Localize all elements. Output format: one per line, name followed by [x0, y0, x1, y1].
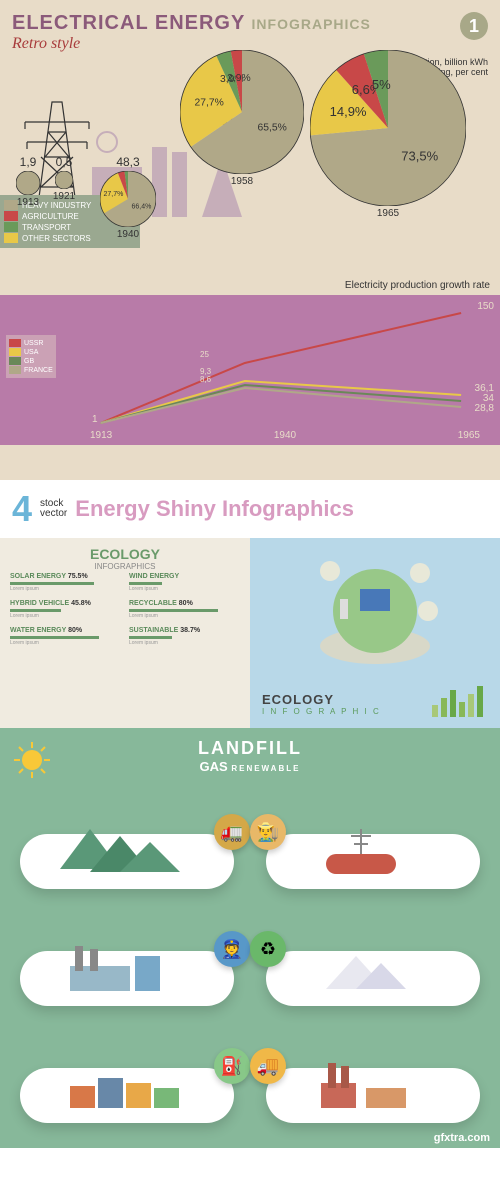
landfill-scene: ♻ [256, 901, 490, 1006]
landfill-scene: 🚛 [10, 784, 244, 889]
svg-text:5%: 5% [372, 77, 391, 92]
landfill-title: LANDFILL GAS RENEWABLE [10, 738, 490, 774]
retro-energy-panel: ELECTRICAL ENERGY INFOGRAPHICS Retro sty… [0, 0, 500, 480]
landfill-scene: 👨‍🌾 [256, 784, 490, 889]
scene-badge-icon: 👮 [214, 931, 250, 967]
eco-cell: HYBRID VEHICLE 45.8% Lorem ipsum [8, 598, 123, 621]
ecology-thumbnails: ECOLOGY INFOGRAPHICS SOLAR ENERGY 75.5% … [0, 538, 500, 728]
pie-1958: 65,5%27,7%3,9%2,9% 1958 [180, 50, 304, 187]
svg-text:14,9%: 14,9% [330, 104, 367, 119]
pie-1940: 48,3 66,4%27,7% 1940 [90, 155, 166, 240]
scene-graphic [40, 824, 200, 879]
landfill-scene: 🚚 [256, 1018, 490, 1123]
landfill-scene: 👮 [10, 901, 244, 1006]
scene-graphic [286, 941, 446, 996]
eco-cell: SOLAR ENERGY 75.5% Lorem ipsum [8, 571, 123, 594]
svg-text:73,5%: 73,5% [401, 148, 438, 163]
country-legend-row: FRANCE [9, 366, 53, 374]
landfill-scene: ⛽ [10, 1018, 244, 1123]
scene-badge-icon: 👨‍🌾 [250, 814, 286, 850]
eco-globe-graphic [310, 551, 440, 671]
eco-cell: WIND ENERGY Lorem ipsum [127, 571, 242, 594]
scene-badge-icon: 🚛 [214, 814, 250, 850]
pie-1921: 0,5 1921 [45, 155, 83, 202]
y-left: 1 [92, 414, 98, 425]
eco-cell: SUSTAINABLE 38.7% Lorem ipsum [127, 625, 242, 648]
infographic-label: I N F O G R A P H I C [262, 707, 381, 716]
mini-bar-chart [430, 680, 490, 720]
eco-title: ECOLOGY [8, 546, 242, 562]
svg-text:66,4%: 66,4% [131, 203, 151, 210]
ecology-grid-thumb: ECOLOGY INFOGRAPHICS SOLAR ENERGY 75.5% … [0, 538, 250, 728]
growth-title: Electricity production growth rate [0, 280, 500, 291]
country-legend-row: USSR [9, 339, 53, 347]
landfill-panel: LANDFILL GAS RENEWABLE 🚛 👨‍🌾 👮 ♻ ⛽ [0, 728, 500, 1148]
svg-text:2,9%: 2,9% [227, 73, 251, 84]
scene-badge-icon: ⛽ [214, 1048, 250, 1084]
ecology-label: ECOLOGY [262, 692, 381, 707]
country-legend: USSRUSAGBFRANCE [6, 335, 56, 378]
scene-graphic [286, 1058, 446, 1113]
scene-badge-icon: 🚚 [250, 1048, 286, 1084]
growth-lines [8, 303, 492, 433]
divider-title: 4 stockvector Energy Shiny Infographics [0, 480, 500, 538]
scene-graphic [40, 941, 200, 996]
number-badge: 1 [460, 12, 488, 40]
scene-badge-icon: ♻ [250, 931, 286, 967]
scene-graphic [40, 1058, 200, 1113]
panel1-title: ELECTRICAL ENERGY INFOGRAPHICS [12, 12, 371, 35]
x-axis-labels: 191319401965 [90, 430, 480, 441]
ecology-globe-thumb: ECOLOGY I N F O G R A P H I C [250, 538, 500, 728]
sun-icon [14, 742, 50, 778]
growth-chart-section: Electricity production growth rate USSRU… [0, 280, 500, 449]
svg-text:65,5%: 65,5% [257, 123, 286, 134]
svg-text:27,7%: 27,7% [104, 191, 124, 198]
pie-1913: 1,9 1913 [6, 155, 50, 208]
collection-title: Energy Shiny Infographics [75, 496, 354, 522]
count-badge: 4 [12, 488, 32, 530]
eco-cell: RECYCLABLE 80% Lorem ipsum [127, 598, 242, 621]
footer-watermark: gfxtra.com [434, 1132, 490, 1144]
eco-subtitle: INFOGRAPHICS [8, 562, 242, 571]
eco-cell: WATER ENERGY 80% Lorem ipsum [8, 625, 123, 648]
country-legend-row: GB [9, 357, 53, 365]
country-legend-row: USA [9, 348, 53, 356]
growth-chart: USSRUSAGBFRANCE 1 259,38,6 15036,13428,8… [0, 295, 500, 445]
scene-graphic [286, 824, 446, 879]
stock-vector-label: stockvector [40, 499, 67, 519]
svg-text:27,7%: 27,7% [195, 98, 224, 109]
pie-1965: 73,5%14,9%6,6%5% 1965 [310, 50, 466, 219]
